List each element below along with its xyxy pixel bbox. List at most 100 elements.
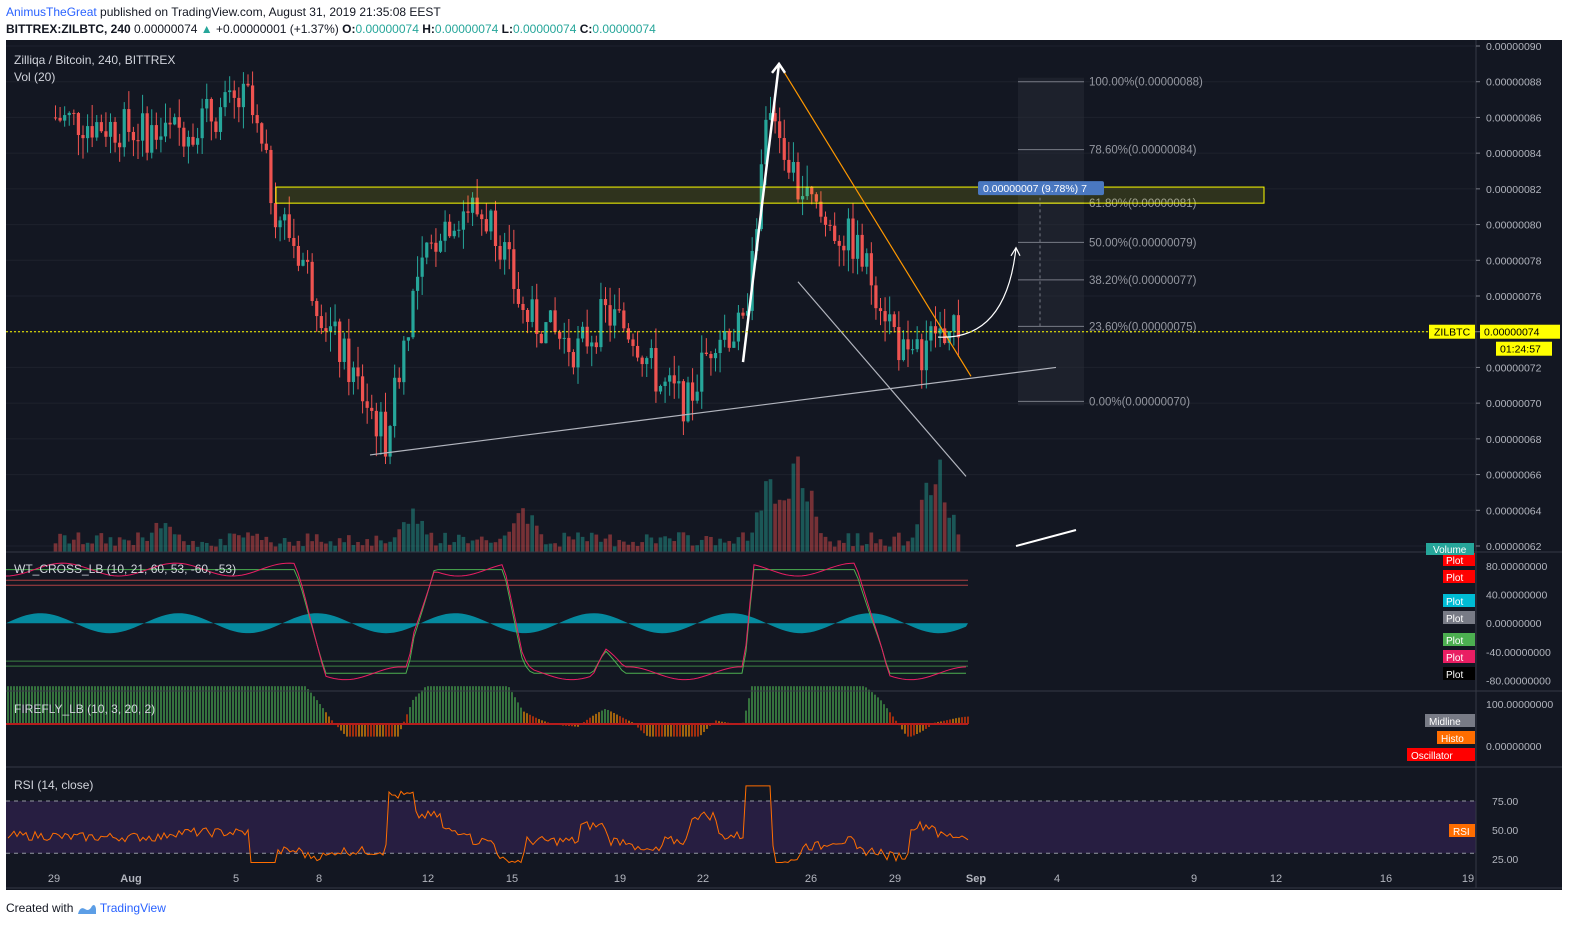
- candle-body[interactable]: [81, 135, 85, 139]
- candle-body[interactable]: [837, 240, 841, 246]
- candle-body[interactable]: [548, 310, 553, 323]
- candle-body[interactable]: [681, 381, 686, 422]
- candle-body[interactable]: [489, 210, 493, 232]
- candle-body[interactable]: [461, 211, 466, 230]
- candle-body[interactable]: [131, 131, 136, 141]
- candle-body[interactable]: [484, 219, 488, 232]
- candle-body[interactable]: [241, 83, 246, 108]
- candle-body[interactable]: [443, 221, 447, 241]
- candle-body[interactable]: [136, 140, 140, 142]
- candle-body[interactable]: [99, 122, 103, 132]
- candle-body[interactable]: [370, 407, 374, 411]
- candle-body[interactable]: [814, 194, 818, 202]
- candle-body[interactable]: [214, 121, 218, 132]
- candle-body[interactable]: [186, 136, 191, 147]
- candle-body[interactable]: [778, 121, 782, 139]
- candle-body[interactable]: [855, 234, 860, 259]
- candle-body[interactable]: [480, 214, 484, 220]
- fib-retracement-area[interactable]: [1018, 77, 1084, 406]
- candle-body[interactable]: [599, 299, 603, 348]
- candle-body[interactable]: [177, 117, 181, 128]
- candle-body[interactable]: [567, 337, 571, 353]
- candle-body[interactable]: [571, 352, 576, 368]
- candle-body[interactable]: [90, 126, 94, 138]
- candle-body[interactable]: [420, 257, 424, 277]
- candle-body[interactable]: [800, 196, 805, 200]
- candle-body[interactable]: [85, 126, 90, 139]
- candle-body[interactable]: [269, 149, 273, 204]
- candle-body[interactable]: [283, 214, 287, 221]
- candle-body[interactable]: [929, 326, 933, 341]
- candle-body[interactable]: [209, 98, 213, 122]
- candle-body[interactable]: [823, 216, 828, 225]
- descending-trendline[interactable]: [778, 63, 972, 377]
- candle-body[interactable]: [924, 340, 928, 371]
- candle-body[interactable]: [553, 310, 557, 332]
- measure-badge[interactable]: [978, 181, 1104, 196]
- candle-body[interactable]: [448, 221, 452, 237]
- candle-body[interactable]: [360, 376, 365, 402]
- candle-body[interactable]: [140, 113, 145, 141]
- candle-body[interactable]: [741, 312, 745, 316]
- candle-body[interactable]: [842, 245, 846, 251]
- candle-body[interactable]: [590, 342, 594, 347]
- footer-brand-link[interactable]: TradingView: [99, 901, 166, 915]
- candle-body[interactable]: [397, 377, 401, 383]
- candle-body[interactable]: [521, 303, 525, 310]
- candle-body[interactable]: [796, 162, 800, 200]
- candle-body[interactable]: [851, 218, 855, 259]
- candle-body[interactable]: [727, 331, 731, 348]
- candle-body[interactable]: [95, 122, 99, 138]
- candle-body[interactable]: [438, 240, 443, 252]
- candle-body[interactable]: [301, 259, 305, 266]
- candle-body[interactable]: [374, 410, 378, 437]
- wt-cross-pane[interactable]: 80.00000000 40.00000000 0.00000000 -40.0000…: [6, 553, 1551, 687]
- candle-body[interactable]: [154, 125, 158, 140]
- candle-body[interactable]: [292, 237, 296, 246]
- candle-body[interactable]: [278, 220, 282, 228]
- candle-body[interactable]: [865, 253, 869, 267]
- candle-body[interactable]: [736, 312, 741, 342]
- candle-body[interactable]: [351, 367, 356, 383]
- candle-body[interactable]: [544, 322, 548, 344]
- candle-body[interactable]: [906, 339, 910, 350]
- candle-body[interactable]: [182, 127, 186, 147]
- candle-body[interactable]: [255, 115, 259, 124]
- candle-body[interactable]: [690, 382, 695, 401]
- candle-body[interactable]: [910, 349, 915, 351]
- candle-body[interactable]: [498, 245, 502, 260]
- candle-body[interactable]: [562, 337, 566, 339]
- firefly-pane[interactable]: 100.00000000 0.00000000 Midline Histo Oscill…: [6, 686, 1553, 762]
- candle-body[interactable]: [195, 138, 200, 145]
- candle-body[interactable]: [695, 391, 699, 401]
- candle-body[interactable]: [108, 121, 113, 137]
- candle-body[interactable]: [296, 245, 301, 266]
- candle-body[interactable]: [200, 108, 204, 139]
- candle-body[interactable]: [956, 315, 961, 338]
- candle-body[interactable]: [388, 426, 392, 457]
- candle-body[interactable]: [470, 197, 475, 213]
- candle-body[interactable]: [127, 109, 131, 132]
- candle-body[interactable]: [319, 316, 323, 329]
- candle-body[interactable]: [305, 259, 310, 262]
- candle-body[interactable]: [223, 92, 227, 108]
- candle-body[interactable]: [732, 341, 736, 348]
- impulse-arrow[interactable]: [741, 63, 781, 363]
- candle-body[interactable]: [613, 309, 617, 326]
- candle-body[interactable]: [260, 123, 264, 144]
- candle-body[interactable]: [434, 242, 438, 252]
- candle-body[interactable]: [237, 97, 241, 108]
- candle-body[interactable]: [626, 328, 631, 340]
- candle-body[interactable]: [150, 125, 154, 153]
- candle-body[interactable]: [122, 109, 126, 148]
- candle-body[interactable]: [452, 230, 456, 237]
- candle-body[interactable]: [342, 338, 346, 362]
- candle-body[interactable]: [228, 90, 232, 93]
- candle-body[interactable]: [603, 299, 608, 306]
- candle-body[interactable]: [810, 186, 814, 195]
- candle-body[interactable]: [191, 136, 195, 145]
- wt2-line[interactable]: [6, 562, 967, 681]
- candle-body[interactable]: [782, 138, 786, 160]
- candle-body[interactable]: [525, 309, 530, 322]
- candle-body[interactable]: [118, 142, 122, 148]
